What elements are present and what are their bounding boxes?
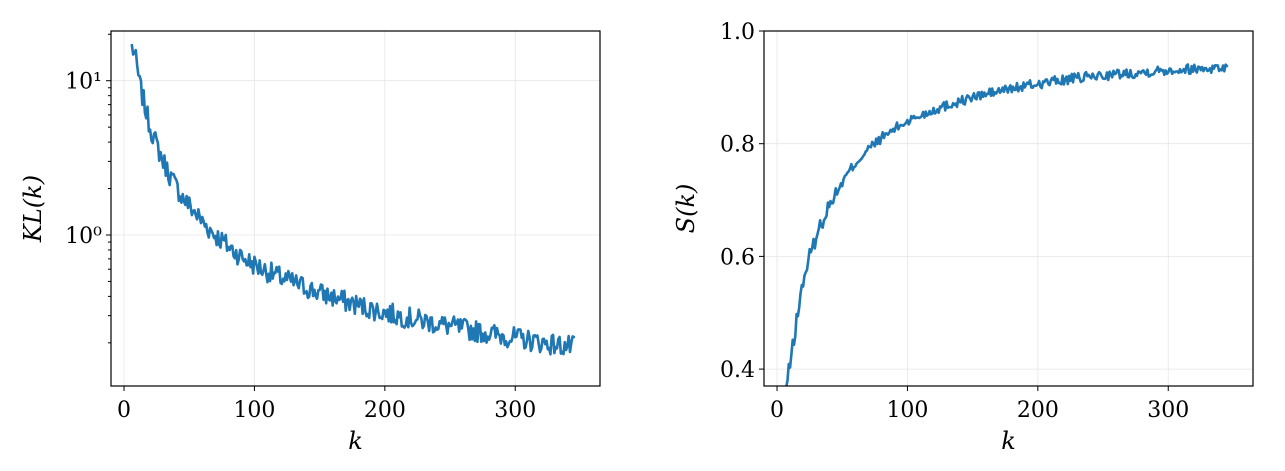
series-line: [130, 43, 576, 356]
series-line: [785, 63, 1229, 386]
x-tick-label: 100: [886, 398, 928, 423]
y-axis-label: KL(k): [19, 175, 47, 243]
y-tick-label: 0.4: [720, 358, 755, 383]
x-axis-label: k: [348, 427, 363, 455]
x-tick-label: 300: [1147, 398, 1189, 423]
x-tick-label: 200: [1017, 398, 1059, 423]
axes-frame: [110, 30, 601, 387]
x-tick-label: 300: [494, 398, 536, 423]
y-axis-label: S(k): [672, 184, 700, 234]
y-tick-label: 0.6: [720, 245, 755, 270]
x-axis-label: k: [1001, 427, 1016, 455]
y-tick-label: 0.8: [720, 133, 755, 158]
grid: [111, 31, 600, 386]
x-tick-label: 0: [117, 398, 131, 423]
y-tick-label: 10¹: [65, 70, 102, 95]
x-tick-label: 200: [364, 398, 406, 423]
axes-frame: [763, 30, 1254, 387]
x-tick-label: 0: [770, 398, 784, 423]
x-tick-label: 100: [233, 398, 275, 423]
kl-divergence-chart: 0 100 200 300 10⁰ 10¹ k KL(k): [19, 30, 601, 455]
similarity-chart: 0 100 200 300 0.4 0.6 0.8 1.0 k S(k): [672, 20, 1254, 455]
y-tick-label: 1.0: [720, 20, 755, 45]
y-tick-label: 10⁰: [65, 224, 102, 249]
grid: [764, 30, 1253, 386]
